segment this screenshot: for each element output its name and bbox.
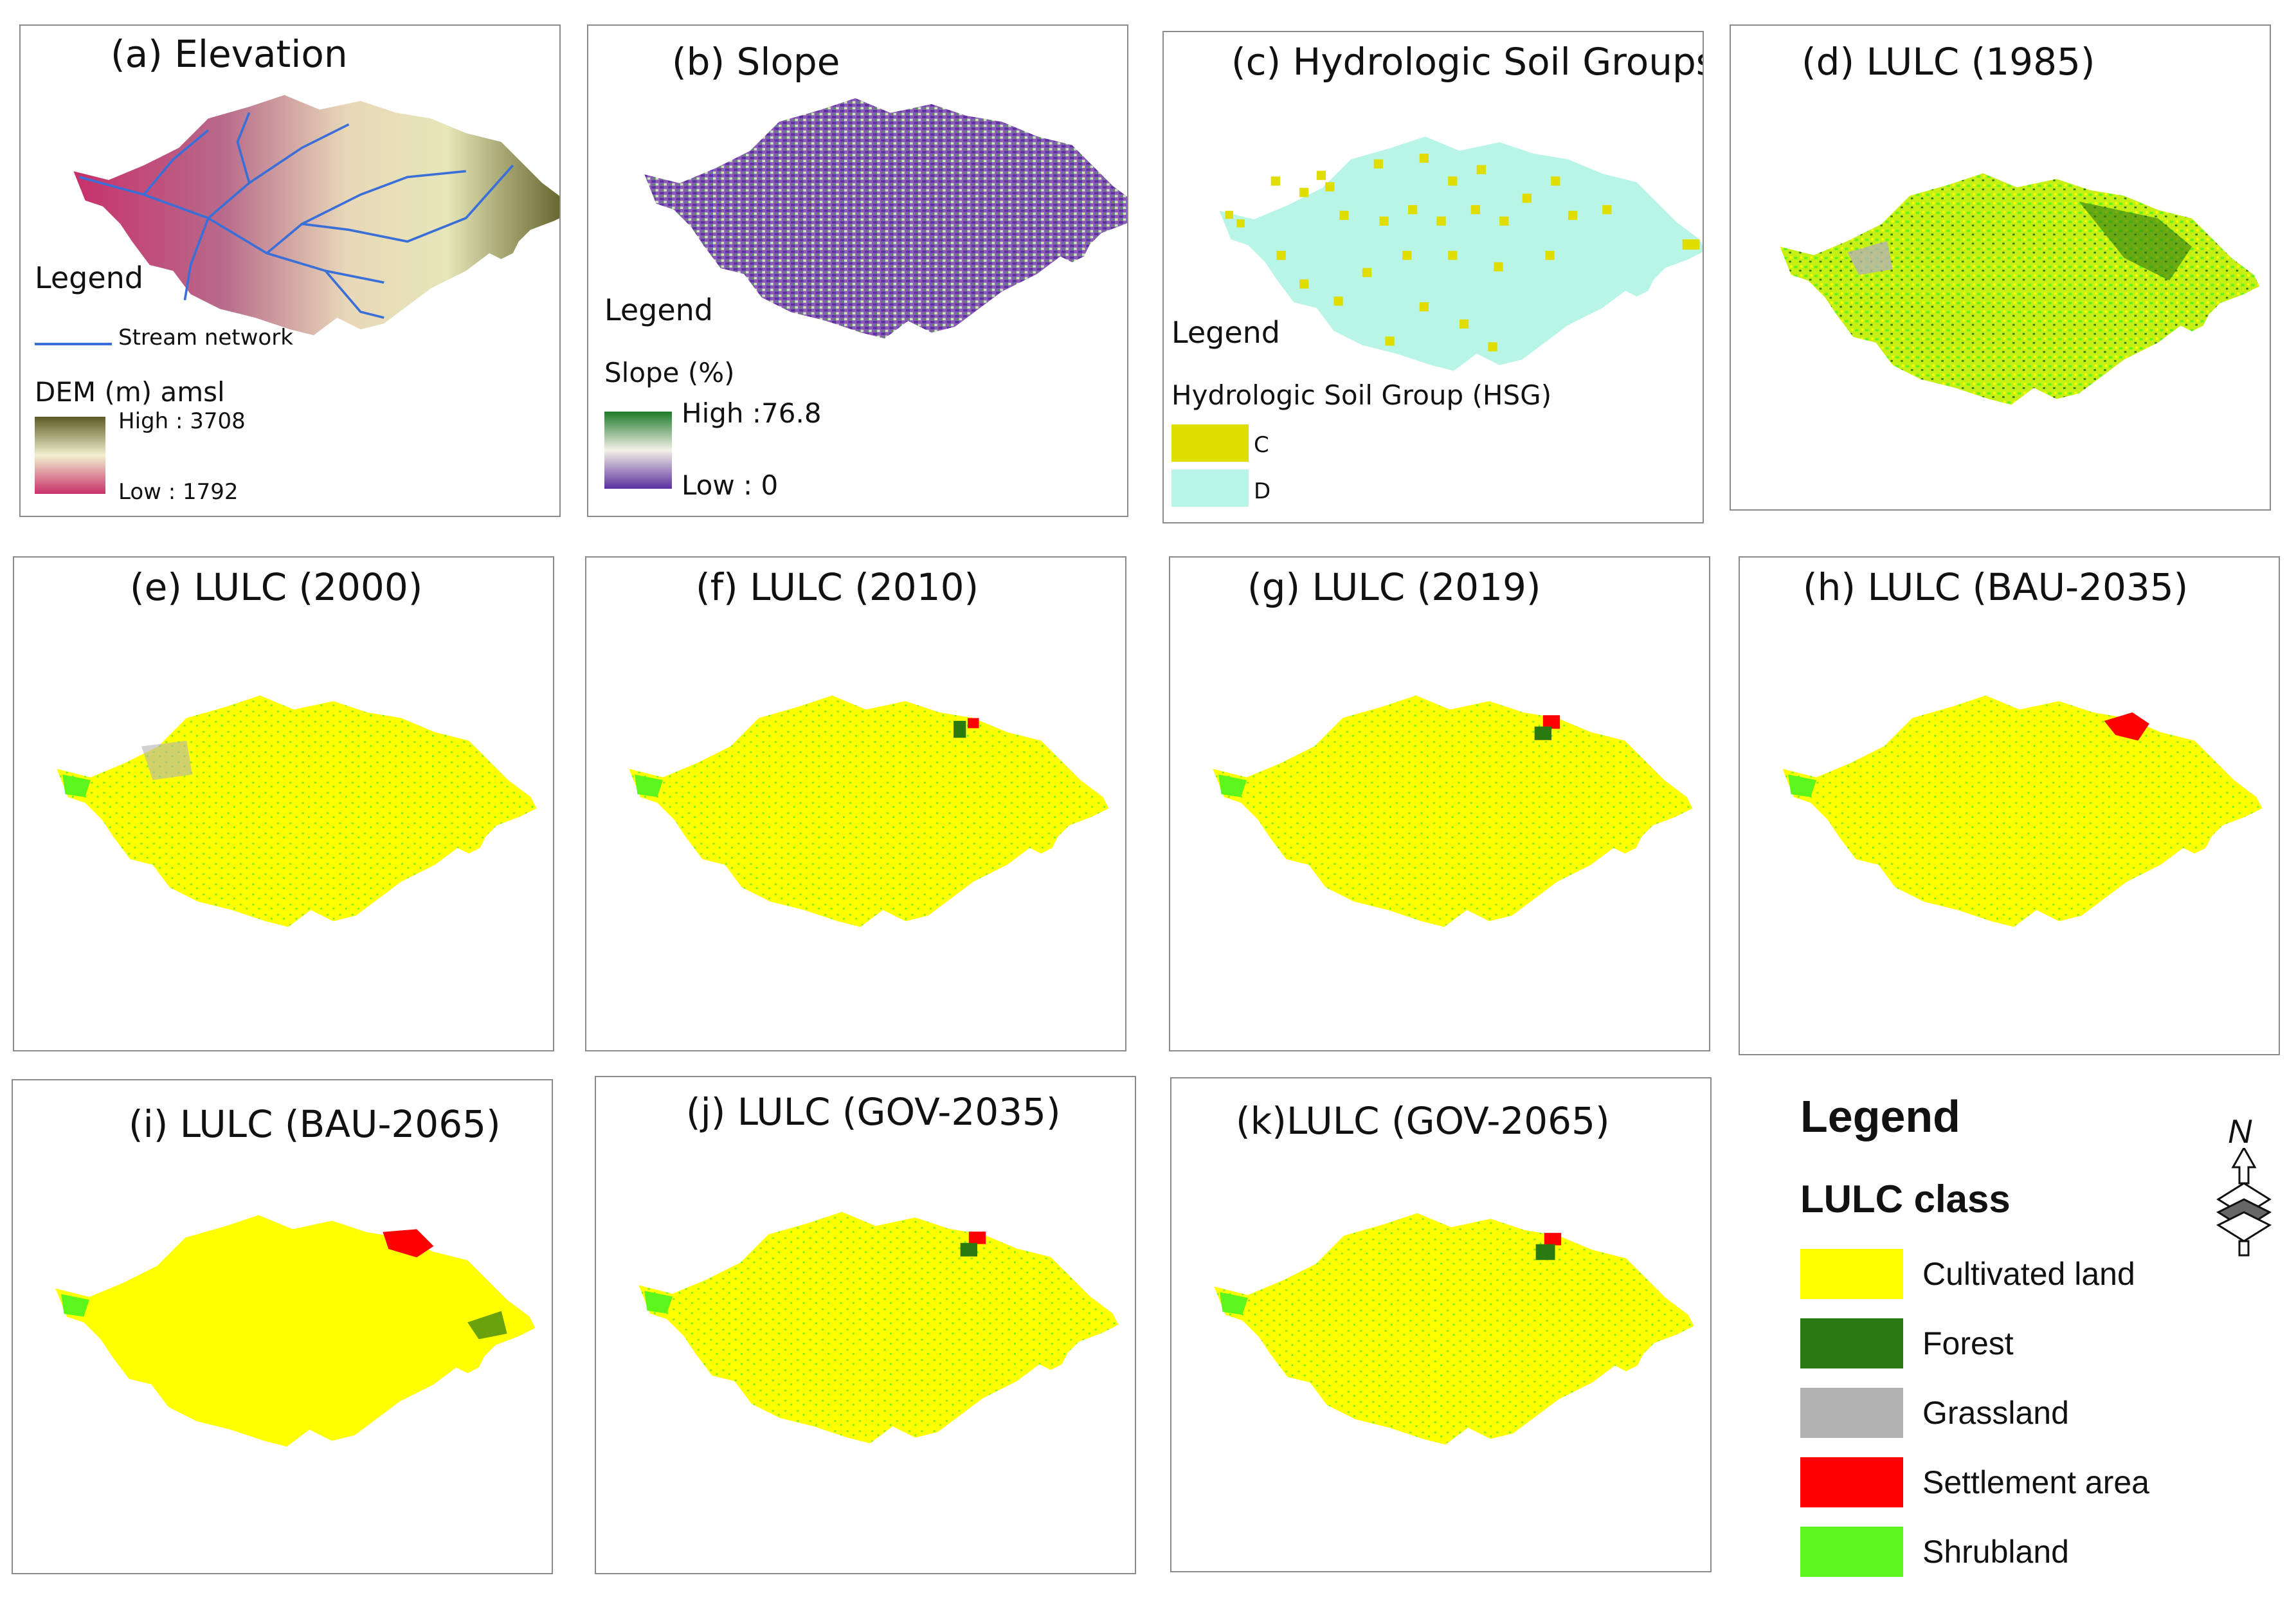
panel-title: (h) LULC (BAU-2035) [1803, 565, 2189, 609]
label-forest: Forest [1922, 1325, 2014, 1361]
hsg-label-c: C [1254, 432, 1269, 458]
panel-title: (k)LULC (GOV-2065) [1236, 1099, 1610, 1143]
panel-title: (j) LULC (GOV-2035) [686, 1090, 1061, 1134]
panel-elevation: (a) Elevation Legend Stream network DEM … [19, 24, 561, 517]
legend-heading: Legend [35, 260, 143, 295]
swatch-shrubland [1800, 1527, 1903, 1577]
slope-legend-label: Slope (%) [604, 357, 735, 388]
stream-network [78, 112, 514, 319]
elevation-map [73, 95, 559, 336]
hsg-map [1219, 136, 1703, 371]
panel-lulc-2019: (g) LULC (2019) [1169, 556, 1710, 1051]
hsg-legend-label: Hydrologic Soil Group (HSG) [1171, 379, 1552, 411]
panel-title: (b) Slope [672, 40, 840, 84]
panel-title: (c) Hydrologic Soil Groups [1231, 40, 1704, 84]
panel-title: (d) LULC (1985) [1802, 40, 2095, 84]
label-shrubland: Shrubland [1922, 1534, 2069, 1570]
lulc-2010-map [629, 695, 1109, 927]
legend-heading: Legend [1171, 315, 1280, 350]
slope-low-label: Low : 0 [682, 469, 779, 501]
slope-high-label: High :76.8 [682, 397, 822, 429]
swatch-forest [1800, 1318, 1903, 1368]
dem-color-ramp [35, 417, 105, 494]
lulc-2019-map [1213, 695, 1693, 927]
panel-title: (e) LULC (2000) [130, 565, 423, 609]
north-label: N [2228, 1113, 2252, 1150]
dem-legend-label: DEM (m) amsl [35, 376, 225, 408]
dem-high-label: High : 3708 [118, 408, 246, 434]
lulc-bau-2065-map [55, 1215, 536, 1447]
label-settlement-area: Settlement area [1922, 1464, 2149, 1500]
panel-lulc-gov-2035: (j) LULC (GOV-2035) [595, 1076, 1136, 1574]
stream-legend-line [35, 343, 112, 345]
lulc-legend-heading: Legend [1800, 1091, 1960, 1141]
label-grassland: Grassland [1922, 1395, 2069, 1431]
lulc-gov-2035-map [638, 1212, 1119, 1444]
hsg-swatch-c [1171, 424, 1249, 462]
panel-title: (g) LULC (2019) [1247, 565, 1541, 609]
north-arrow: N [2215, 1113, 2273, 1260]
hsg-swatch-d [1171, 469, 1249, 507]
swatch-cultivated-land [1800, 1249, 1903, 1299]
panel-lulc-gov-2065: (k)LULC (GOV-2065) [1170, 1077, 1712, 1572]
lulc-bau-2035-map [1782, 695, 2263, 927]
legend-heading: Legend [604, 293, 713, 327]
swatch-settlement-area [1800, 1457, 1903, 1507]
panel-lulc-bau-2035: (h) LULC (BAU-2035) [1739, 556, 2280, 1055]
panel-lulc-2000: (e) LULC (2000) [13, 556, 554, 1051]
panel-lulc-1985: (d) LULC (1985) [1730, 24, 2271, 511]
panel-title: (a) Elevation [111, 32, 348, 76]
label-cultivated-land: Cultivated land [1922, 1256, 2135, 1292]
slope-color-ramp [604, 412, 672, 489]
lulc-legend-subheading: LULC class [1800, 1177, 2011, 1221]
hsg-label-d: D [1254, 478, 1271, 504]
north-arrow-icon [2216, 1148, 2272, 1257]
panel-lulc-bau-2065: (i) LULC (BAU-2065) [12, 1079, 553, 1574]
panel-title: (i) LULC (BAU-2065) [129, 1102, 501, 1146]
lulc-2000-map [57, 695, 537, 927]
lulc-gov-2065-map [1214, 1213, 1694, 1445]
panel-hydrologic-soil-groups: (c) Hydrologic Soil Groups Legend Hydrol… [1162, 31, 1704, 523]
stream-legend-label: Stream network [118, 325, 293, 350]
lulc-legend: Legend LULC class Cultivated land Forest… [1762, 1074, 2289, 1588]
panel-lulc-2010: (f) LULC (2010) [585, 556, 1126, 1051]
lulc-1985-map [1780, 173, 2260, 405]
dem-low-label: Low : 1792 [118, 479, 239, 505]
panel-slope: (b) Slope Legend Slope (%) High :76.8 Lo… [587, 24, 1128, 517]
hsg-c-cells [1225, 153, 1700, 352]
panel-title: (f) LULC (2010) [696, 565, 979, 609]
swatch-grassland [1800, 1388, 1903, 1438]
